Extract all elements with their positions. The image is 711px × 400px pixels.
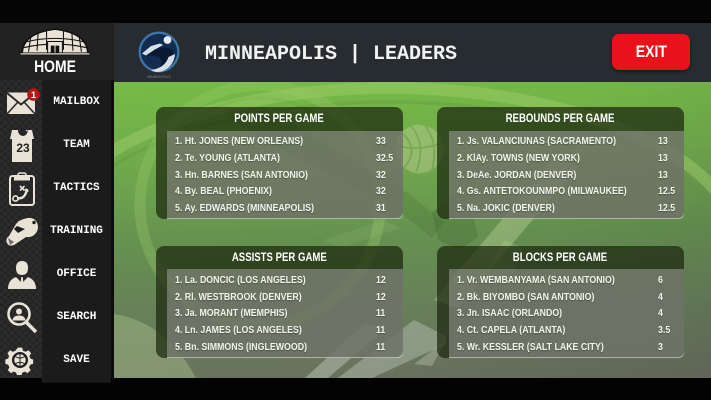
svg-text:1: 1	[31, 90, 37, 101]
svg-text:23: 23	[16, 141, 30, 155]
svg-text:MINNEAPOLIS: MINNEAPOLIS	[147, 75, 171, 79]
